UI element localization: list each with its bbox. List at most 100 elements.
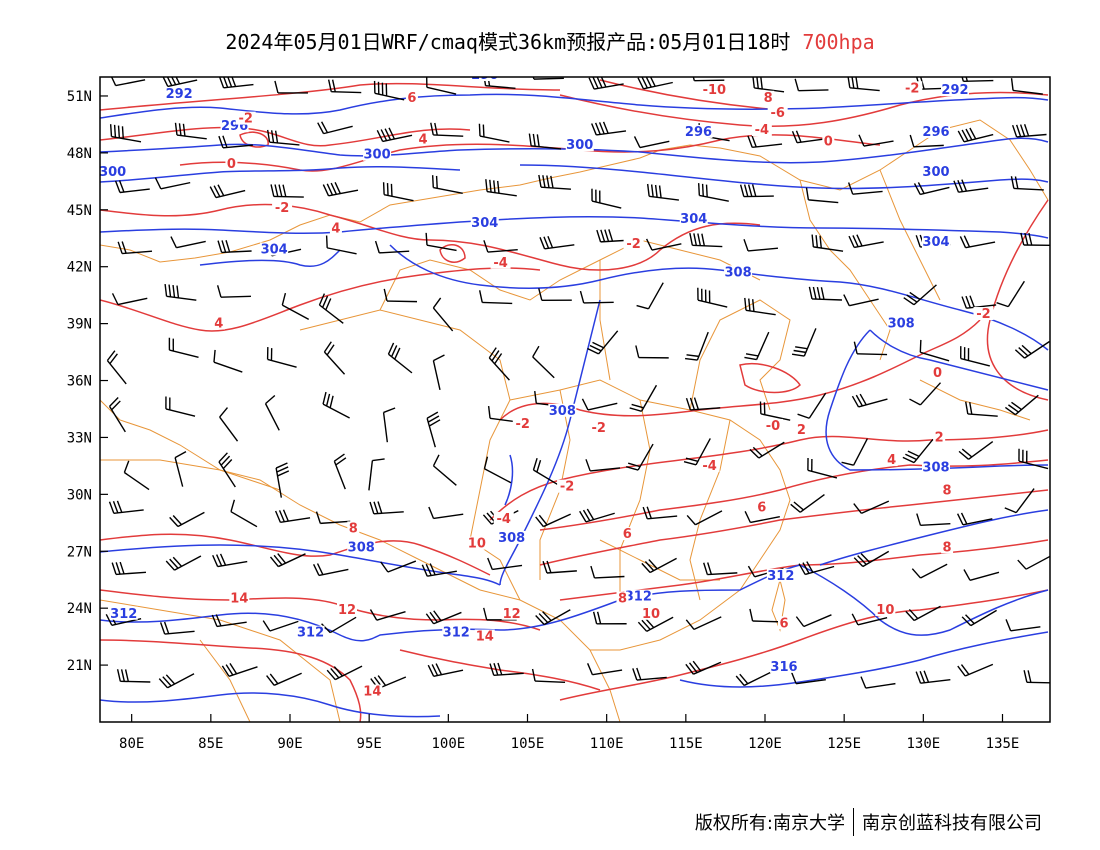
- wind-barb: [637, 616, 674, 632]
- wind-barb: [808, 286, 842, 301]
- wind-barb: [848, 234, 884, 249]
- contour-label-bg: [363, 147, 392, 161]
- contour-label-bg: [470, 215, 499, 229]
- wind-barb: [965, 401, 998, 417]
- wind-barb: [211, 614, 247, 628]
- contour-label: -2: [976, 307, 990, 322]
- height-contour: [100, 93, 1049, 119]
- boundary-line: [100, 459, 281, 491]
- wind-barb: [376, 127, 413, 143]
- wind-barb: [478, 290, 513, 305]
- wind-barb: [483, 240, 518, 253]
- contour-label-bg: [922, 124, 950, 138]
- lon-tick-label: 95E: [357, 736, 382, 752]
- wind-barb: [903, 284, 937, 306]
- contour-label-bg: [588, 420, 609, 434]
- lon-tick-label: 105E: [511, 736, 545, 752]
- contour-label-bg: [442, 625, 471, 639]
- lat-tick-label: 24N: [67, 601, 92, 617]
- wind-barb: [426, 411, 441, 448]
- wind-barb: [585, 459, 621, 472]
- temperature-contour: [179, 134, 881, 172]
- contour-label: 304: [680, 212, 707, 227]
- wind-barb: [586, 663, 623, 676]
- temperature-contours: [100, 79, 1049, 722]
- wind-barb: [916, 513, 951, 527]
- wind-barb: [579, 508, 615, 523]
- boundary-line: [479, 589, 621, 722]
- contour-label-bg: [941, 483, 954, 497]
- wind-barb: [317, 121, 353, 135]
- contour-label: -4: [702, 459, 716, 474]
- wind-barb: [686, 510, 723, 526]
- wind-barb: [739, 184, 774, 198]
- contour-label-bg: [490, 255, 511, 269]
- contour-label: 308: [922, 461, 949, 476]
- wind-barb: [811, 234, 844, 252]
- contour-label-bg: [357, 60, 369, 73]
- wind-barb: [373, 80, 405, 101]
- wind-barb: [216, 285, 251, 298]
- pressure-level: 700hpa: [802, 30, 875, 54]
- contour-label-bg: [762, 418, 783, 432]
- wind-barb: [209, 184, 246, 199]
- wind-barb: [383, 288, 418, 303]
- wind-barb: [685, 660, 722, 675]
- wind-barb: [642, 506, 678, 520]
- wind-barb: [858, 134, 894, 147]
- wind-barb: [960, 346, 990, 367]
- wind-barb: [275, 462, 290, 498]
- wind-barb: [281, 292, 310, 321]
- wind-barb: [961, 295, 997, 309]
- height-contour: [499, 299, 601, 586]
- wind-barb: [791, 130, 827, 144]
- wind-barb: [312, 563, 349, 577]
- boundary-line: [199, 639, 251, 722]
- contour-label-bg: [941, 83, 969, 97]
- lat-tick-label: 36N: [67, 374, 92, 390]
- contour-label-bg: [700, 83, 729, 97]
- contour-label: 14: [363, 685, 381, 700]
- wind-barb: [380, 560, 417, 573]
- contour-label-bg: [229, 591, 250, 605]
- height-contour: [869, 329, 1049, 391]
- wind-barb: [170, 236, 206, 249]
- boundary-line: [379, 239, 761, 311]
- contour-label-bg: [296, 625, 325, 639]
- wind-barb: [1017, 555, 1050, 570]
- contour-label-bg: [766, 568, 795, 582]
- temperature-contour: [739, 363, 801, 394]
- wind-barb: [109, 124, 142, 143]
- wind-barb: [587, 330, 619, 355]
- contour-label: 2: [935, 430, 944, 445]
- contour-label-bg: [755, 500, 768, 514]
- contour-label: 4: [331, 222, 340, 237]
- contour-label-bg: [778, 616, 790, 630]
- contour-label-bg: [724, 265, 753, 279]
- wind-barb: [266, 129, 300, 146]
- height-contour: [504, 454, 514, 506]
- height-contour: [100, 137, 1049, 164]
- wind-barb: [590, 565, 625, 579]
- wind-barb: [913, 182, 950, 196]
- boundary-line: [509, 379, 791, 651]
- temperature-contour: [599, 79, 781, 111]
- wind-barb: [327, 79, 362, 94]
- temperature-contour: [100, 126, 471, 147]
- wind-barb: [591, 121, 627, 136]
- wind-barb: [321, 616, 357, 634]
- wind-barb: [684, 331, 709, 361]
- contour-label-bg: [100, 164, 127, 178]
- wind-barb: [752, 77, 785, 93]
- contour-label-bg: [679, 212, 708, 226]
- contour-label: 6: [623, 527, 632, 542]
- contour-label-bg: [623, 236, 644, 250]
- contour-label: 4: [214, 317, 223, 332]
- contour-label: -2: [592, 421, 606, 436]
- wind-barb: [110, 77, 146, 87]
- lon-tick-label: 130E: [906, 736, 940, 752]
- contour-label: 0: [227, 157, 236, 172]
- wind-barb: [111, 561, 146, 576]
- contour-label-bg: [329, 221, 342, 235]
